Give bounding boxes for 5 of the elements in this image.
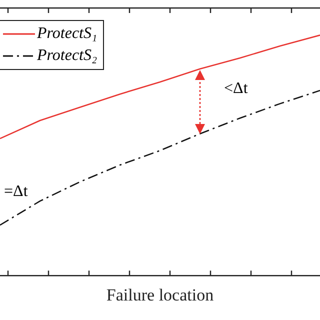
legend-label: ProtectS₂ (37, 46, 98, 66)
x-axis-title: Failure location (106, 285, 214, 304)
legend-label: ProtectS₁ (37, 24, 98, 44)
annotation: =Δt (4, 183, 28, 201)
annotation: <Δt (224, 80, 248, 98)
